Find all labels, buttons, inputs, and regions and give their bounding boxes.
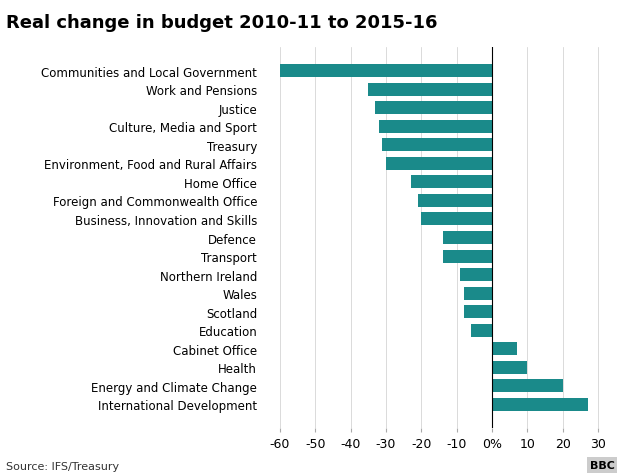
Bar [492, 380, 563, 393]
Bar [280, 65, 492, 78]
Bar [492, 361, 527, 374]
Bar [417, 195, 492, 208]
Bar [442, 250, 492, 263]
Bar [421, 213, 492, 226]
Bar [492, 343, 517, 356]
Bar [383, 139, 492, 152]
Bar [375, 102, 492, 115]
Bar [411, 176, 492, 189]
Text: BBC: BBC [590, 460, 615, 470]
Bar [492, 398, 588, 411]
Bar [442, 231, 492, 245]
Bar [386, 158, 492, 170]
Text: Real change in budget 2010-11 to 2015-16: Real change in budget 2010-11 to 2015-16 [6, 14, 438, 32]
Bar [368, 83, 492, 96]
Bar [464, 287, 492, 300]
Text: Source: IFS/Treasury: Source: IFS/Treasury [6, 461, 119, 471]
Bar [461, 268, 492, 281]
Bar [471, 324, 492, 337]
Bar [379, 120, 492, 133]
Bar [464, 306, 492, 318]
